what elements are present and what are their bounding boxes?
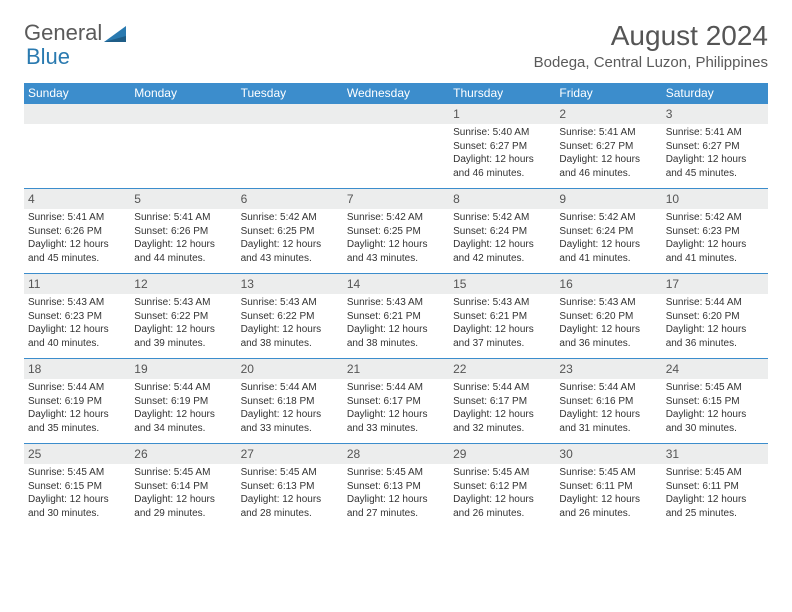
day-number-cell: 27 <box>237 444 343 465</box>
day-number-cell: 18 <box>24 359 130 380</box>
day-number-cell <box>24 104 130 125</box>
day-content-cell <box>237 124 343 189</box>
day-content-cell: Sunrise: 5:44 AMSunset: 6:16 PMDaylight:… <box>555 379 661 444</box>
day-content-row: Sunrise: 5:44 AMSunset: 6:19 PMDaylight:… <box>24 379 768 444</box>
day-content-cell: Sunrise: 5:44 AMSunset: 6:20 PMDaylight:… <box>662 294 768 359</box>
day-content-cell: Sunrise: 5:45 AMSunset: 6:15 PMDaylight:… <box>24 464 130 528</box>
day-number-cell: 4 <box>24 189 130 210</box>
day-content-cell: Sunrise: 5:43 AMSunset: 6:21 PMDaylight:… <box>343 294 449 359</box>
day-number-cell: 5 <box>130 189 236 210</box>
day-content-cell: Sunrise: 5:45 AMSunset: 6:12 PMDaylight:… <box>449 464 555 528</box>
day-number-cell: 29 <box>449 444 555 465</box>
page-header: General August 2024 Bodega, Central Luzo… <box>24 20 768 71</box>
day-content-cell: Sunrise: 5:45 AMSunset: 6:11 PMDaylight:… <box>662 464 768 528</box>
logo-text-blue: Blue <box>26 44 70 70</box>
day-content-cell: Sunrise: 5:45 AMSunset: 6:15 PMDaylight:… <box>662 379 768 444</box>
day-content-cell: Sunrise: 5:41 AMSunset: 6:27 PMDaylight:… <box>555 124 661 189</box>
day-number-cell: 20 <box>237 359 343 380</box>
day-number-row: 18192021222324 <box>24 359 768 380</box>
day-content-row: Sunrise: 5:40 AMSunset: 6:27 PMDaylight:… <box>24 124 768 189</box>
weekday-header: Friday <box>555 83 661 104</box>
day-content-cell: Sunrise: 5:44 AMSunset: 6:17 PMDaylight:… <box>449 379 555 444</box>
day-content-cell <box>343 124 449 189</box>
weekday-header: Wednesday <box>343 83 449 104</box>
day-content-cell: Sunrise: 5:42 AMSunset: 6:25 PMDaylight:… <box>343 209 449 274</box>
day-content-cell: Sunrise: 5:42 AMSunset: 6:24 PMDaylight:… <box>555 209 661 274</box>
day-content-cell: Sunrise: 5:45 AMSunset: 6:13 PMDaylight:… <box>343 464 449 528</box>
day-number-row: 11121314151617 <box>24 274 768 295</box>
day-number-cell: 24 <box>662 359 768 380</box>
month-title: August 2024 <box>534 20 768 52</box>
day-content-cell: Sunrise: 5:43 AMSunset: 6:22 PMDaylight:… <box>237 294 343 359</box>
day-content-cell: Sunrise: 5:42 AMSunset: 6:24 PMDaylight:… <box>449 209 555 274</box>
day-content-cell: Sunrise: 5:44 AMSunset: 6:18 PMDaylight:… <box>237 379 343 444</box>
day-number-cell: 19 <box>130 359 236 380</box>
day-content-cell <box>130 124 236 189</box>
day-number-cell: 1 <box>449 104 555 125</box>
day-number-cell: 6 <box>237 189 343 210</box>
weekday-header: Thursday <box>449 83 555 104</box>
day-content-cell: Sunrise: 5:43 AMSunset: 6:22 PMDaylight:… <box>130 294 236 359</box>
day-number-row: 25262728293031 <box>24 444 768 465</box>
calendar-table: SundayMondayTuesdayWednesdayThursdayFrid… <box>24 83 768 528</box>
day-content-cell <box>24 124 130 189</box>
day-number-cell: 11 <box>24 274 130 295</box>
day-number-cell: 2 <box>555 104 661 125</box>
day-number-cell: 9 <box>555 189 661 210</box>
day-number-row: 45678910 <box>24 189 768 210</box>
weekday-header: Sunday <box>24 83 130 104</box>
day-content-row: Sunrise: 5:45 AMSunset: 6:15 PMDaylight:… <box>24 464 768 528</box>
day-number-cell: 17 <box>662 274 768 295</box>
day-content-cell: Sunrise: 5:43 AMSunset: 6:21 PMDaylight:… <box>449 294 555 359</box>
day-number-cell: 26 <box>130 444 236 465</box>
day-number-cell: 13 <box>237 274 343 295</box>
day-content-cell: Sunrise: 5:45 AMSunset: 6:14 PMDaylight:… <box>130 464 236 528</box>
day-number-cell: 3 <box>662 104 768 125</box>
day-number-cell: 30 <box>555 444 661 465</box>
day-number-cell <box>237 104 343 125</box>
day-number-cell: 12 <box>130 274 236 295</box>
weekday-header-row: SundayMondayTuesdayWednesdayThursdayFrid… <box>24 83 768 104</box>
day-number-cell: 28 <box>343 444 449 465</box>
weekday-header: Tuesday <box>237 83 343 104</box>
day-number-cell: 7 <box>343 189 449 210</box>
day-content-row: Sunrise: 5:43 AMSunset: 6:23 PMDaylight:… <box>24 294 768 359</box>
day-content-cell: Sunrise: 5:43 AMSunset: 6:23 PMDaylight:… <box>24 294 130 359</box>
day-content-row: Sunrise: 5:41 AMSunset: 6:26 PMDaylight:… <box>24 209 768 274</box>
header-right: August 2024 Bodega, Central Luzon, Phili… <box>534 20 768 71</box>
day-number-cell: 25 <box>24 444 130 465</box>
day-number-cell: 10 <box>662 189 768 210</box>
day-number-cell: 15 <box>449 274 555 295</box>
day-content-cell: Sunrise: 5:43 AMSunset: 6:20 PMDaylight:… <box>555 294 661 359</box>
day-content-cell: Sunrise: 5:41 AMSunset: 6:26 PMDaylight:… <box>130 209 236 274</box>
location-text: Bodega, Central Luzon, Philippines <box>534 54 768 71</box>
day-content-cell: Sunrise: 5:44 AMSunset: 6:19 PMDaylight:… <box>24 379 130 444</box>
day-content-cell: Sunrise: 5:44 AMSunset: 6:17 PMDaylight:… <box>343 379 449 444</box>
day-content-cell: Sunrise: 5:42 AMSunset: 6:23 PMDaylight:… <box>662 209 768 274</box>
day-content-cell: Sunrise: 5:45 AMSunset: 6:11 PMDaylight:… <box>555 464 661 528</box>
day-number-cell <box>343 104 449 125</box>
day-number-cell: 8 <box>449 189 555 210</box>
brand-logo: General <box>24 20 130 46</box>
day-content-cell: Sunrise: 5:45 AMSunset: 6:13 PMDaylight:… <box>237 464 343 528</box>
day-content-cell: Sunrise: 5:42 AMSunset: 6:25 PMDaylight:… <box>237 209 343 274</box>
day-content-cell: Sunrise: 5:41 AMSunset: 6:27 PMDaylight:… <box>662 124 768 189</box>
day-number-row: 123 <box>24 104 768 125</box>
logo-text-general: General <box>24 20 102 46</box>
day-number-cell: 31 <box>662 444 768 465</box>
day-number-cell: 16 <box>555 274 661 295</box>
day-number-cell: 22 <box>449 359 555 380</box>
day-content-cell: Sunrise: 5:40 AMSunset: 6:27 PMDaylight:… <box>449 124 555 189</box>
day-content-cell: Sunrise: 5:44 AMSunset: 6:19 PMDaylight:… <box>130 379 236 444</box>
weekday-header: Monday <box>130 83 236 104</box>
weekday-header: Saturday <box>662 83 768 104</box>
day-number-cell: 23 <box>555 359 661 380</box>
day-number-cell: 14 <box>343 274 449 295</box>
day-number-cell <box>130 104 236 125</box>
day-content-cell: Sunrise: 5:41 AMSunset: 6:26 PMDaylight:… <box>24 209 130 274</box>
logo-triangle-icon <box>104 24 128 42</box>
day-number-cell: 21 <box>343 359 449 380</box>
